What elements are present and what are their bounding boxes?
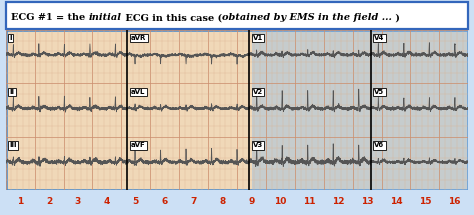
Text: obtained by EMS in the field ...: obtained by EMS in the field ... bbox=[222, 13, 392, 22]
Text: I: I bbox=[9, 35, 12, 41]
Text: V5: V5 bbox=[374, 89, 384, 95]
Text: 11: 11 bbox=[303, 197, 316, 206]
Text: 5: 5 bbox=[133, 197, 139, 206]
Text: 13: 13 bbox=[361, 197, 374, 206]
Text: aVR: aVR bbox=[131, 35, 146, 41]
Text: V6: V6 bbox=[374, 142, 384, 148]
Text: 1: 1 bbox=[17, 197, 23, 206]
Text: 2: 2 bbox=[46, 197, 52, 206]
Text: 3: 3 bbox=[75, 197, 81, 206]
Text: 7: 7 bbox=[191, 197, 197, 206]
Text: ): ) bbox=[392, 13, 400, 22]
Bar bbox=[252, 30, 468, 190]
Text: V4: V4 bbox=[374, 35, 385, 41]
Text: 14: 14 bbox=[390, 197, 402, 206]
Text: aVL: aVL bbox=[131, 89, 146, 95]
Text: 6: 6 bbox=[162, 197, 168, 206]
Text: V3: V3 bbox=[253, 142, 263, 148]
Text: initial: initial bbox=[89, 13, 122, 22]
Text: II: II bbox=[9, 89, 14, 95]
Text: 16: 16 bbox=[447, 197, 460, 206]
Text: 15: 15 bbox=[419, 197, 431, 206]
Text: V1: V1 bbox=[253, 35, 263, 41]
FancyBboxPatch shape bbox=[6, 2, 468, 29]
Text: V2: V2 bbox=[253, 89, 263, 95]
Text: aVF: aVF bbox=[131, 142, 146, 148]
Text: ECG #1 = the: ECG #1 = the bbox=[11, 13, 89, 22]
Text: III: III bbox=[9, 142, 17, 148]
Text: 12: 12 bbox=[332, 197, 345, 206]
Text: ECG in this case (: ECG in this case ( bbox=[122, 13, 222, 22]
Text: 9: 9 bbox=[248, 197, 255, 206]
Text: 10: 10 bbox=[274, 197, 287, 206]
Text: 4: 4 bbox=[104, 197, 110, 206]
Text: 8: 8 bbox=[219, 197, 226, 206]
